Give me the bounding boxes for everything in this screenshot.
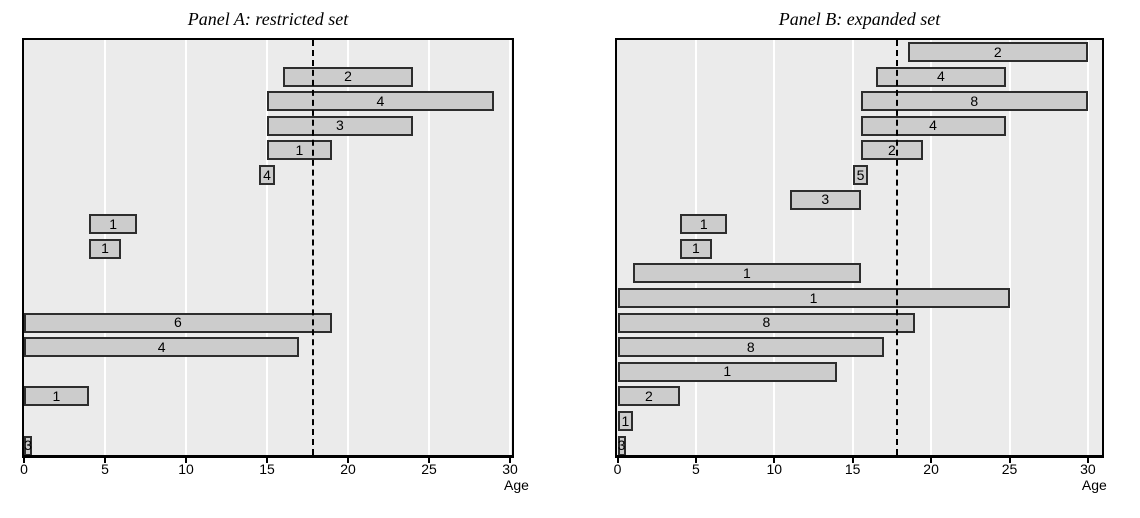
x-axis-tick-label: 20 [340,461,356,477]
x-axis-label: Age [504,477,529,493]
interval-bar: 8 [617,312,916,333]
x-axis-tick-label: 0 [613,461,622,477]
interval-bar: 3 [24,435,33,455]
x-axis-tick [23,458,25,463]
interval-bar: 1 [617,361,838,382]
x-axis-tick-label: 5 [101,461,109,477]
panel-a-plot-area: 2 4 3 1 4 1 1 6 4 1 3 [22,38,514,458]
interval-bar: 1 [88,214,138,235]
gridline-age-30 [1086,40,1089,455]
interval-bar: 3 [617,435,626,455]
interval-bar: 1 [24,386,89,407]
gridline-age-15 [266,40,268,455]
x-axis-tick-label: 25 [1001,461,1018,477]
interval-bar: 2 [283,66,413,87]
x-axis-tick [266,458,268,463]
gridline-age-30 [509,40,511,455]
interval-bar: 1 [617,411,634,431]
interval-bar: 1 [680,214,728,235]
panel-b-title: Panel B: expanded set [778,9,941,29]
interval-bar: 1 [633,263,861,284]
x-axis-tick-label: 10 [178,461,194,477]
gridline-age-20 [347,40,349,455]
x-axis-tick [509,458,511,463]
x-axis-label: Age [1081,477,1107,493]
interval-bar: 4 [876,66,1006,87]
gridline-age-10 [773,40,776,455]
interval-bar: 8 [617,337,885,358]
interval-bar: 1 [617,288,1010,308]
interval-bar: 6 [24,312,332,333]
interval-bar: 2 [860,140,924,161]
x-axis-tick-label: 10 [766,461,783,477]
x-axis-tick [428,458,430,463]
gridline-age-25 [1008,40,1011,455]
x-axis-tick [1008,458,1011,463]
interval-bar: 1 [267,140,332,161]
panel-b-plot-area: 2 4 8 4 2 5 3 1 1 1 1 8 8 1 2 1 3 [615,38,1104,458]
x-axis-tick-label: 15 [259,461,275,477]
x-axis-tick-label: 15 [844,461,861,477]
interval-bar: 4 [258,165,276,185]
reference-line-age-18 [311,40,314,455]
x-axis-tick [773,458,776,463]
interval-bar: 5 [852,165,869,185]
interval-bar: 3 [789,189,861,210]
gridline-age-20 [930,40,933,455]
interval-bar: 1 [88,238,122,259]
gridline-age-25 [428,40,430,455]
interval-bar: 3 [267,115,413,136]
x-axis-tick-label: 25 [421,461,437,477]
interval-bar: 4 [267,91,494,112]
x-axis-tick-label: 20 [923,461,939,477]
gridline-age-10 [185,40,187,455]
gridline-age-15 [851,40,854,455]
x-axis-tick-label: 5 [691,461,700,477]
panel-a-title: Panel A: restricted set [187,9,349,29]
x-axis-tick [851,458,854,463]
interval-bar: 2 [617,386,681,407]
x-axis-tick-label: 0 [20,461,28,477]
interval-bar: 4 [24,337,300,358]
interval-bar: 1 [680,238,712,259]
x-axis-tick [1086,458,1089,463]
x-axis-tick-label: 30 [502,461,518,477]
x-axis-tick [104,458,106,463]
x-axis-tick [185,458,187,463]
interval-bar: 2 [907,42,1088,62]
x-axis-tick [616,458,619,463]
x-axis-tick [347,458,349,463]
x-axis-tick-label: 30 [1080,461,1096,477]
x-axis-tick [694,458,697,463]
x-axis-tick [930,458,933,463]
interval-bar: 8 [860,91,1088,112]
reference-line-age-18 [895,40,898,455]
interval-bar: 4 [860,115,1006,136]
